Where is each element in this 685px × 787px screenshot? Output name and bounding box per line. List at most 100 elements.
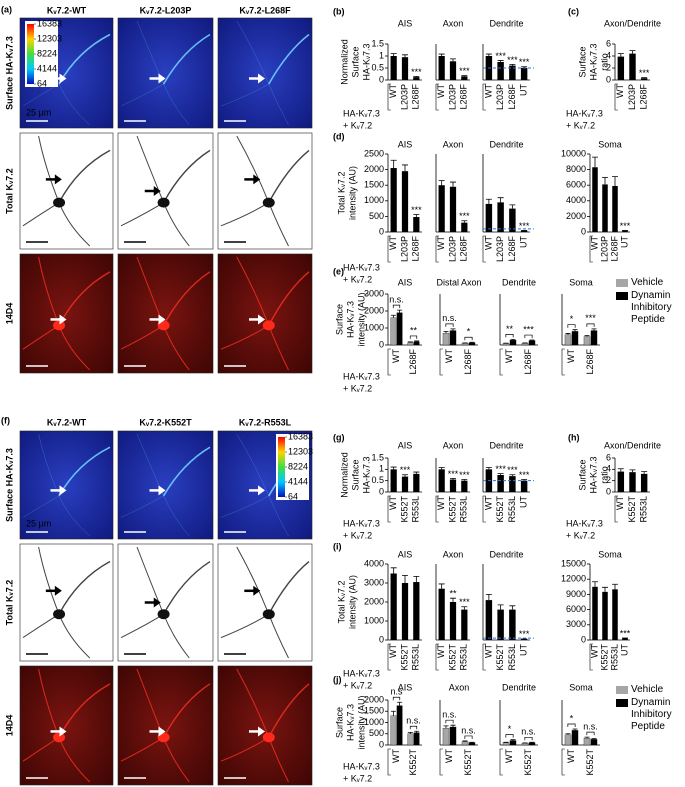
subplot-title: Soma: [598, 549, 622, 559]
x-axis-label: + Kᵥ7.2: [343, 120, 372, 130]
error-bar: [617, 468, 624, 472]
error-bar: [592, 156, 598, 168]
x-axis-label: HA-Kᵥ7.3: [343, 668, 380, 678]
x-tick-label: WT: [391, 349, 401, 363]
error-bar: [402, 575, 408, 583]
category-bracket: [439, 348, 443, 376]
y-tick-label: 2: [606, 62, 611, 72]
subplot-title: AIS: [398, 139, 413, 149]
y-axis-label: HA-Kᵥ7.3: [588, 44, 598, 81]
significance-label: n.s.: [442, 313, 457, 323]
x-tick-label: WT: [436, 644, 446, 658]
y-tick-label: 1500: [364, 180, 384, 190]
y-tick-label: 9000: [566, 589, 586, 599]
x-tick-label: WT: [388, 236, 398, 250]
error-bar: [390, 567, 397, 574]
significance-label: *: [570, 713, 574, 723]
neurite: [162, 149, 211, 203]
arrow: [45, 585, 62, 596]
bar: [413, 732, 420, 746]
category-bracket: [387, 748, 391, 776]
x-axis-label: HA-Kᵥ7.3: [343, 371, 380, 381]
y-tick-label: 500: [369, 211, 384, 221]
subplot-title: Dendrite: [489, 440, 523, 450]
colorbar-tick-label: 4144: [37, 63, 57, 73]
x-tick-label: R553L: [459, 496, 469, 523]
y-tick-label: 0: [379, 74, 384, 84]
y-tick-label: 3000: [364, 288, 384, 298]
error-bar: [485, 53, 492, 56]
x-tick-label: K552T: [599, 644, 609, 671]
neurite: [136, 546, 165, 615]
x-tick-label: WT: [436, 236, 446, 250]
arrow-head: [153, 597, 161, 608]
bar: [497, 202, 504, 232]
subplot-title: Dendrite: [489, 18, 523, 28]
arrow: [244, 174, 261, 185]
x-tick-label: K552T: [399, 644, 409, 671]
arrow: [144, 597, 161, 608]
arrow-head: [59, 314, 67, 325]
micrograph: [117, 253, 214, 374]
category-bracket: [614, 83, 618, 111]
error-bar: [413, 76, 420, 78]
error-bar: [450, 328, 456, 331]
bar: [438, 185, 445, 232]
colorbar-tick-label: 12303: [288, 446, 313, 456]
error-bar: [461, 75, 468, 77]
bar: [390, 573, 397, 640]
y-tick-label: 0: [606, 486, 611, 496]
bar: [438, 588, 445, 640]
error-bar: [509, 204, 516, 209]
error-bar: [390, 159, 397, 169]
category-bracket: [387, 83, 391, 111]
bar: [413, 341, 420, 346]
soma: [53, 197, 66, 208]
bar: [413, 582, 420, 640]
bar: [407, 342, 414, 346]
column-title: Kᵥ7.2-R553L: [239, 417, 292, 427]
subplot-title: AIS: [398, 277, 413, 287]
error-bar: [629, 50, 636, 54]
subplot-title: Axon/Dendrite: [604, 440, 661, 450]
significance-stars: ***: [507, 465, 518, 475]
subplot-title: Axon/Dendrite: [604, 18, 661, 28]
y-tick-label: 0: [379, 634, 384, 644]
x-tick-label: L203P: [599, 236, 609, 262]
arrow: [249, 726, 265, 737]
error-bar: [397, 309, 403, 313]
y-axis-label: Surface: [577, 46, 587, 77]
significance-stars: ***: [519, 629, 530, 639]
micrograph: [117, 543, 214, 662]
panel-label: (a): [1, 4, 12, 14]
error-bar: [497, 604, 504, 610]
panel-label: (e): [333, 266, 344, 276]
error-bar: [443, 331, 449, 334]
error-bar: [612, 583, 618, 590]
neurite: [58, 495, 90, 537]
error-bar: [641, 471, 648, 474]
x-tick-label: UT: [619, 644, 629, 656]
bar: [401, 583, 409, 640]
y-tick-label: 2500: [364, 148, 384, 158]
legend-swatch: [616, 292, 628, 300]
y-tick-label: 8000: [566, 164, 586, 174]
soma: [262, 197, 275, 208]
bar: [617, 56, 625, 80]
bar: [520, 480, 528, 492]
x-tick-label: K552T: [627, 496, 637, 523]
colorbar-tick-label: 64: [288, 491, 298, 501]
colorbar-tick-label: 4144: [288, 476, 308, 486]
y-tick-label: 2000: [364, 694, 384, 704]
category-bracket: [482, 235, 486, 263]
neurite: [22, 495, 60, 518]
significance-stars: ***: [620, 221, 631, 231]
y-tick-label: 1: [379, 464, 384, 474]
significance-bracket: [505, 334, 514, 338]
bar: [564, 734, 572, 746]
y-tick-label: 1.5: [371, 38, 384, 48]
y-axis-label: Total Kᵥ7.2: [336, 172, 346, 215]
arrow: [249, 73, 265, 84]
legend-label: Vehicle: [631, 277, 664, 288]
